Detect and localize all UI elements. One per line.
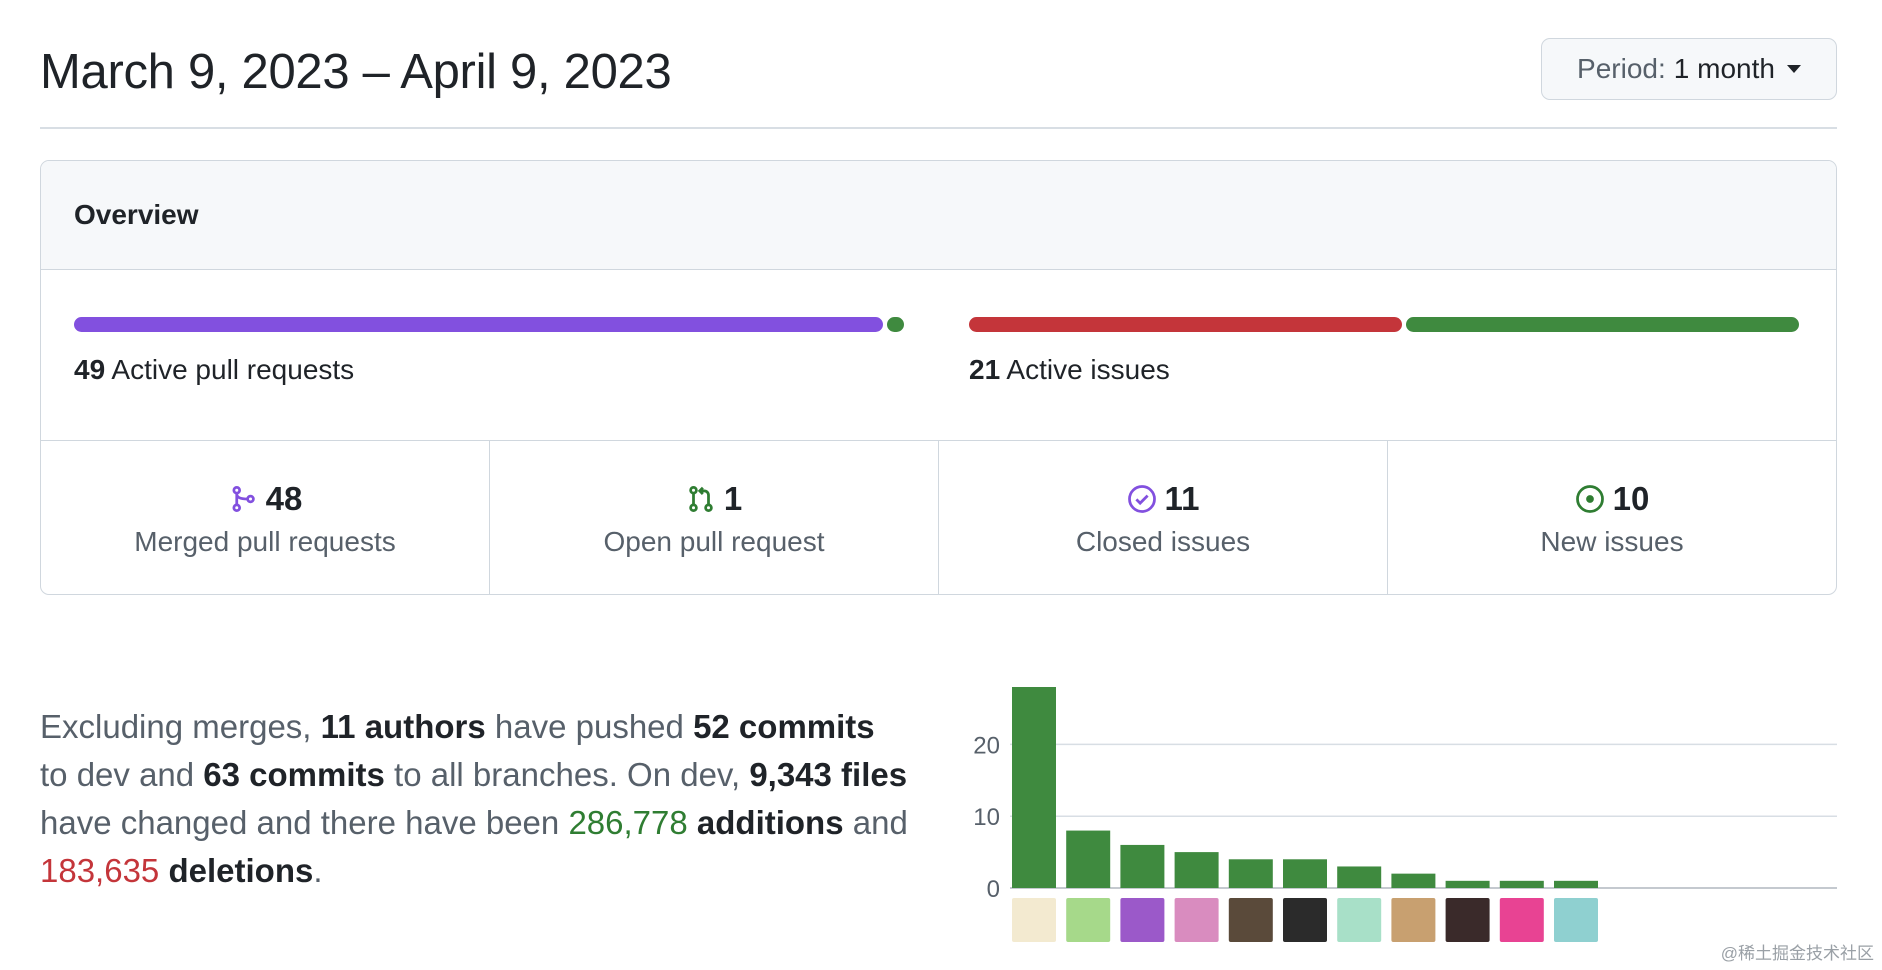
author-avatar-2 <box>1066 898 1111 942</box>
additions-word: additions <box>687 804 844 841</box>
deletions-word: deletions <box>159 852 314 889</box>
commit-bar-7 <box>1337 866 1382 888</box>
commit-summary-text: Excluding merges, 11 authors have pushed… <box>40 703 910 895</box>
summary-text-6: and <box>843 804 908 841</box>
caret-down-icon <box>1786 65 1801 73</box>
commit-bar-9 <box>1445 880 1490 888</box>
commit-bar-4 <box>1174 852 1219 888</box>
active-issues-text: Active issues <box>1006 354 1170 385</box>
summary-text-1: Excluding merges, <box>40 708 321 745</box>
active-pull-requests-count: 49 <box>74 354 106 385</box>
y-tick-label-10: 10 <box>973 804 1000 831</box>
watermark-text: @稀土掘金技术社区 <box>1720 944 1874 963</box>
y-tick-label-20: 20 <box>973 732 1000 759</box>
commit-bar-5 <box>1228 859 1273 888</box>
summary-text-2: have pushed <box>485 708 694 745</box>
stat-new-issues[interactable]: 10 New issues <box>1388 441 1836 594</box>
summary-text-7: . <box>313 852 323 889</box>
author-avatar-4 <box>1174 898 1219 942</box>
author-avatar-7 <box>1337 898 1382 942</box>
new-issues-label: New issues <box>1540 525 1684 557</box>
issues-label: 21 Active issues <box>969 354 1799 386</box>
summary-text-4: to all branches. On dev, <box>384 756 750 793</box>
commit-bar-3 <box>1120 844 1165 888</box>
author-avatar-8 <box>1391 898 1436 942</box>
issues-closed-segment <box>969 317 1402 332</box>
summary-text-3: to dev and <box>40 756 204 793</box>
pull-requests-open-segment <box>887 317 904 332</box>
commit-bar-8 <box>1391 873 1436 888</box>
overview-box: Overview 49 Active pull requests 21 Acti… <box>40 160 1837 595</box>
git-merge-icon <box>232 485 255 512</box>
commits-by-author-chart: 0 10 20 <box>973 687 1837 942</box>
date-range-title: March 9, 2023 – April 9, 2023 <box>40 45 672 99</box>
commit-bar-2 <box>1066 830 1111 888</box>
author-avatar-3 <box>1120 898 1165 942</box>
y-tick-label-0: 0 <box>987 876 1000 903</box>
author-avatar-1 <box>1012 898 1056 942</box>
pull-requests-merged-segment <box>74 317 884 332</box>
stat-open-pull-requests[interactable]: 1 Open pull request <box>490 441 939 594</box>
open-pull-requests-label: Open pull request <box>603 525 825 557</box>
summary-text-5: have changed and there have been <box>40 804 569 841</box>
stat-closed-issues[interactable]: 11 Closed issues <box>939 441 1388 594</box>
active-pull-requests-text: Active pull requests <box>111 354 355 385</box>
period-prefix: Period: <box>1577 53 1666 84</box>
merged-pull-requests-label: Merged pull requests <box>134 525 396 557</box>
issue-opened-icon <box>1575 484 1604 513</box>
page-header: March 9, 2023 – April 9, 2023 Period: 1 … <box>40 36 1837 129</box>
files-changed: 9,343 files <box>749 756 908 793</box>
author-avatar-6 <box>1283 898 1327 942</box>
pull-requests-summary[interactable]: 49 Active pull requests <box>74 317 904 386</box>
period-dropdown[interactable]: Period: 1 month <box>1541 38 1837 100</box>
closed-issues-label: Closed issues <box>1075 525 1251 557</box>
active-issues-count: 21 <box>969 354 1001 385</box>
overview-bars: 49 Active pull requests 21 Active issues <box>41 270 1836 441</box>
author-avatar-11 <box>1554 898 1598 942</box>
issue-closed-icon <box>1127 484 1156 513</box>
commit-bar-11 <box>1554 880 1598 888</box>
pull-requests-label: 49 Active pull requests <box>74 354 904 386</box>
commit-bar-1 <box>1012 687 1056 888</box>
author-avatar-10 <box>1499 898 1544 942</box>
period-value: 1 month <box>1673 53 1775 84</box>
author-avatar-9 <box>1445 898 1490 942</box>
issues-summary[interactable]: 21 Active issues <box>969 317 1799 386</box>
open-pull-requests-count: 1 <box>723 479 743 517</box>
overview-stats: 48 Merged pull requests 1 Open pull requ… <box>41 441 1836 594</box>
closed-issues-count: 11 <box>1164 479 1200 517</box>
deletions-count: 183,635 <box>40 852 160 889</box>
author-avatar-5 <box>1228 898 1273 942</box>
issues-new-segment <box>1405 317 1799 332</box>
commits-to-branch: 52 commits <box>693 708 875 745</box>
authors-count: 11 authors <box>320 708 486 745</box>
commit-bar-6 <box>1283 859 1327 888</box>
commits-to-all-branches: 63 commits <box>203 756 385 793</box>
stat-merged-pull-requests[interactable]: 48 Merged pull requests <box>41 441 490 594</box>
pull-requests-progress-bar <box>74 317 904 332</box>
additions-count: 286,778 <box>568 804 688 841</box>
merged-pull-requests-count: 48 <box>265 479 303 517</box>
overview-title: Overview <box>41 161 1836 270</box>
issues-progress-bar <box>969 317 1799 332</box>
commit-bar-10 <box>1499 880 1544 888</box>
git-pull-request-icon <box>689 485 713 512</box>
new-issues-count: 10 <box>1612 479 1650 517</box>
